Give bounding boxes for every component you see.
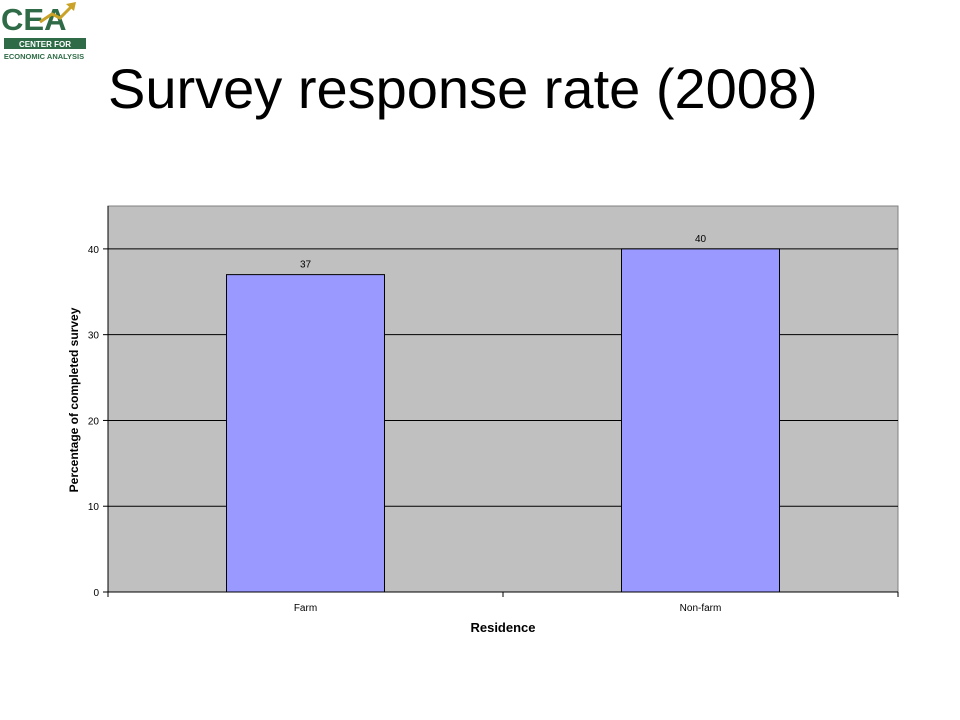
logo-arrow-icon bbox=[39, 4, 74, 24]
bars bbox=[226, 248, 780, 593]
x-tick-label: Non-farm bbox=[680, 603, 722, 614]
y-tick-labels: 0 10 20 30 40 bbox=[88, 245, 100, 599]
cea-logo: CEA CENTER FOR ECONOMIC ANALYSIS bbox=[1, 2, 86, 61]
logo-arrow-head-icon bbox=[66, 2, 76, 11]
y-axis-label: Percentage of completed survey bbox=[67, 307, 81, 492]
x-axis-label: Residence bbox=[470, 620, 535, 635]
bar-non-farm bbox=[621, 248, 780, 593]
y-tick-label: 0 bbox=[93, 588, 99, 599]
axes bbox=[103, 206, 899, 597]
y-tick-label: 20 bbox=[88, 416, 100, 427]
logo-line1: CENTER FOR bbox=[19, 40, 71, 49]
x-tick-labels: Farm Non-farm bbox=[294, 603, 722, 614]
logo-letters: CEA bbox=[1, 2, 66, 37]
y-tick-label: 40 bbox=[88, 245, 100, 256]
y-tick-label: 30 bbox=[88, 331, 100, 342]
data-label: 40 bbox=[695, 234, 707, 245]
y-tick-label: 10 bbox=[88, 502, 100, 513]
slide-title: Survey response rate (2008) bbox=[108, 57, 818, 120]
data-label: 37 bbox=[300, 260, 312, 271]
logo-line2: ECONOMIC ANALYSIS bbox=[4, 52, 84, 61]
logo-band bbox=[4, 38, 86, 49]
data-labels: 37 40 bbox=[300, 234, 707, 271]
bar-farm bbox=[226, 274, 385, 593]
x-tick-label: Farm bbox=[294, 603, 317, 614]
